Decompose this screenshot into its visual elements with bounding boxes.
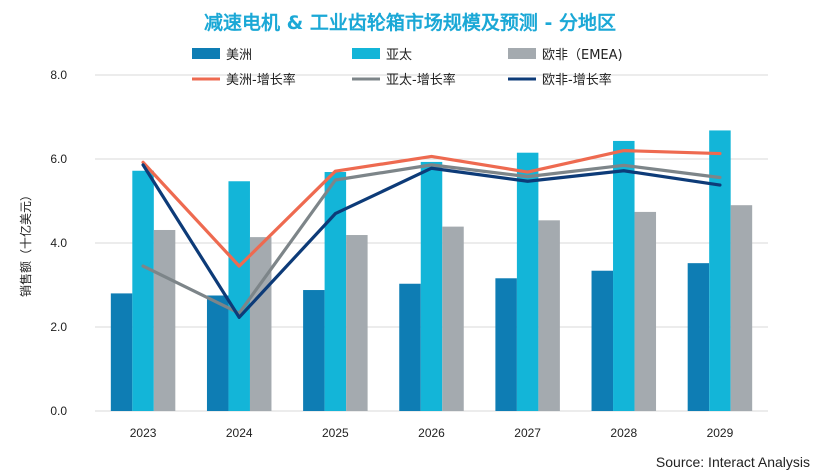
legend-label: 美洲-增长率 [226,72,296,88]
y-axis-label: 销售额（十亿美元） [18,189,33,297]
legend-swatch [352,48,380,59]
y-tick-label: 8.0 [50,68,67,82]
legend-label: 亚太-增长率 [386,72,456,88]
bar [206,295,229,411]
legend-label: 欧非（EMEA) [542,48,623,63]
bar [687,263,710,411]
bar [730,205,753,411]
bar [303,290,325,411]
y-tick-label: 4.0 [50,236,67,250]
x-tick-label: 2025 [322,426,349,440]
bar [420,161,443,411]
series-line [141,163,722,319]
x-tick-label: 2024 [226,426,253,440]
x-tick-label: 2023 [130,426,157,440]
legend-swatch [508,48,536,59]
x-tick-label: 2029 [707,426,734,440]
legend-label: 美洲 [226,48,252,63]
series-line [141,163,722,315]
legend-label: 欧非-增长率 [542,72,612,88]
bar [399,283,421,411]
bar [516,152,539,411]
bar [346,235,368,411]
source-note: Source: Interact Analysis [655,454,810,470]
legend-swatch [192,48,220,59]
bar [442,226,464,411]
y-tick-label: 0.0 [50,404,67,418]
bar [613,140,635,411]
bar [591,270,614,411]
x-tick-label: 2026 [418,426,445,440]
y-tick-label: 2.0 [50,320,67,334]
legend-label: 亚太 [386,48,412,63]
x-tick-label: 2027 [514,426,541,440]
bar [249,237,272,411]
bar [110,293,133,411]
series-line [141,149,722,268]
y-tick-label: 6.0 [50,152,67,166]
bar [709,130,731,411]
bar [538,220,560,411]
chart-title: 减速电机 & 工业齿轮箱市场规模及预测 - 分地区 [204,12,616,34]
bar [228,181,250,411]
bar [495,278,517,411]
bar [153,229,176,411]
bar [132,170,154,411]
bar [324,172,347,411]
x-tick-label: 2028 [610,426,637,440]
bar [634,211,657,411]
